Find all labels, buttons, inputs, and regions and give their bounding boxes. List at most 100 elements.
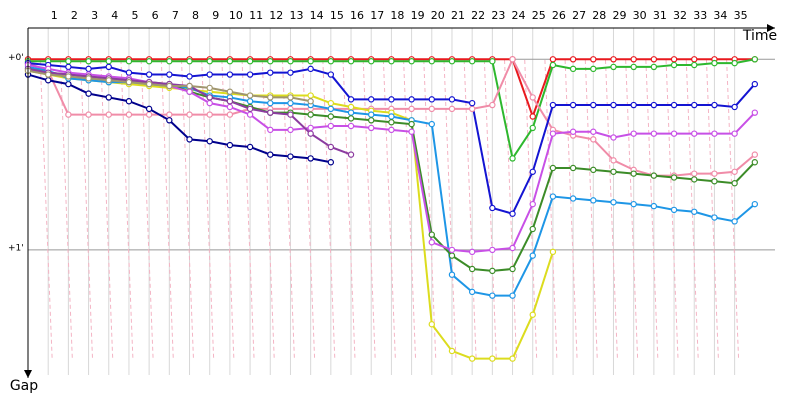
data-point [307, 92, 314, 99]
data-point [186, 136, 193, 143]
x-tick-label: 35 [734, 9, 748, 22]
data-point [388, 113, 395, 120]
data-point [347, 58, 355, 65]
x-tick-label: 23 [491, 9, 505, 22]
data-point [650, 172, 658, 179]
data-point [166, 71, 173, 78]
data-point [569, 65, 577, 73]
data-point [489, 355, 496, 362]
data-point [751, 151, 759, 158]
data-point [206, 94, 213, 101]
connector [302, 59, 316, 361]
data-point [549, 61, 557, 69]
data-point [751, 109, 759, 116]
connector [726, 59, 740, 361]
connector [221, 59, 235, 361]
data-point [65, 73, 72, 80]
data-point [489, 246, 496, 254]
data-point [347, 122, 355, 130]
data-point [246, 105, 254, 113]
data-point [448, 252, 456, 259]
data-point [751, 80, 759, 88]
data-point [529, 200, 536, 208]
data-point [691, 130, 698, 137]
data-point [670, 130, 678, 137]
data-point [731, 103, 738, 111]
data-point [670, 56, 678, 63]
data-point [287, 58, 294, 65]
data-point [468, 105, 476, 113]
data-point [489, 267, 496, 275]
data-point [428, 96, 435, 103]
data-point [65, 63, 72, 71]
x-tick-label: 24 [512, 9, 526, 22]
data-point [529, 252, 536, 259]
data-point [267, 151, 274, 158]
data-point [610, 168, 617, 175]
data-point [388, 126, 395, 134]
x-tick-label: 31 [653, 9, 667, 22]
data-point [448, 246, 456, 254]
data-point [186, 111, 193, 118]
x-tick-label: 28 [592, 9, 606, 22]
data-point [347, 115, 355, 122]
data-point [489, 58, 496, 65]
connector [705, 59, 719, 361]
x-tick-label: 22 [471, 9, 485, 22]
data-point [509, 292, 516, 299]
data-point [489, 101, 496, 109]
data-point [650, 56, 658, 63]
data-point [731, 180, 738, 187]
x-tick-label: 4 [111, 9, 118, 22]
data-point [590, 101, 597, 109]
data-point [590, 136, 597, 143]
data-point [368, 96, 375, 103]
data-point [85, 111, 92, 118]
data-point [408, 58, 415, 65]
connector [181, 59, 195, 361]
connector [201, 59, 215, 361]
y-tick-label: +1' [8, 243, 24, 253]
data-point [751, 56, 759, 63]
data-point [347, 151, 355, 158]
data-point [630, 130, 637, 137]
connector [625, 59, 639, 361]
data-point [287, 111, 294, 118]
connector [362, 59, 376, 361]
data-point [287, 126, 294, 134]
data-point [509, 244, 516, 252]
data-point [590, 65, 597, 73]
data-point [408, 120, 415, 128]
data-point [448, 96, 456, 103]
data-point [751, 159, 759, 166]
x-tick-label: 32 [673, 9, 687, 22]
data-point [630, 63, 637, 71]
data-point [226, 88, 234, 95]
data-point [670, 101, 678, 109]
data-point [186, 73, 193, 80]
data-point [166, 82, 173, 90]
data-point [327, 159, 335, 166]
data-point [267, 69, 274, 76]
data-point [468, 58, 476, 65]
data-point [226, 111, 234, 118]
data-point [569, 101, 577, 109]
x-tick-label: 20 [431, 9, 445, 22]
data-point [125, 58, 133, 65]
data-point [509, 265, 516, 273]
data-point [509, 56, 516, 63]
data-point [650, 101, 658, 109]
data-point [206, 111, 213, 118]
data-point [610, 101, 617, 109]
data-point [125, 78, 133, 86]
data-point [590, 197, 597, 204]
data-point [307, 124, 314, 132]
connector [584, 59, 598, 361]
data-point [368, 111, 375, 118]
data-point [206, 99, 213, 107]
x-tick-label: 14 [310, 9, 324, 22]
data-point [226, 71, 234, 78]
data-point [428, 231, 435, 238]
pit-connectors [39, 59, 740, 361]
data-point [105, 94, 112, 101]
